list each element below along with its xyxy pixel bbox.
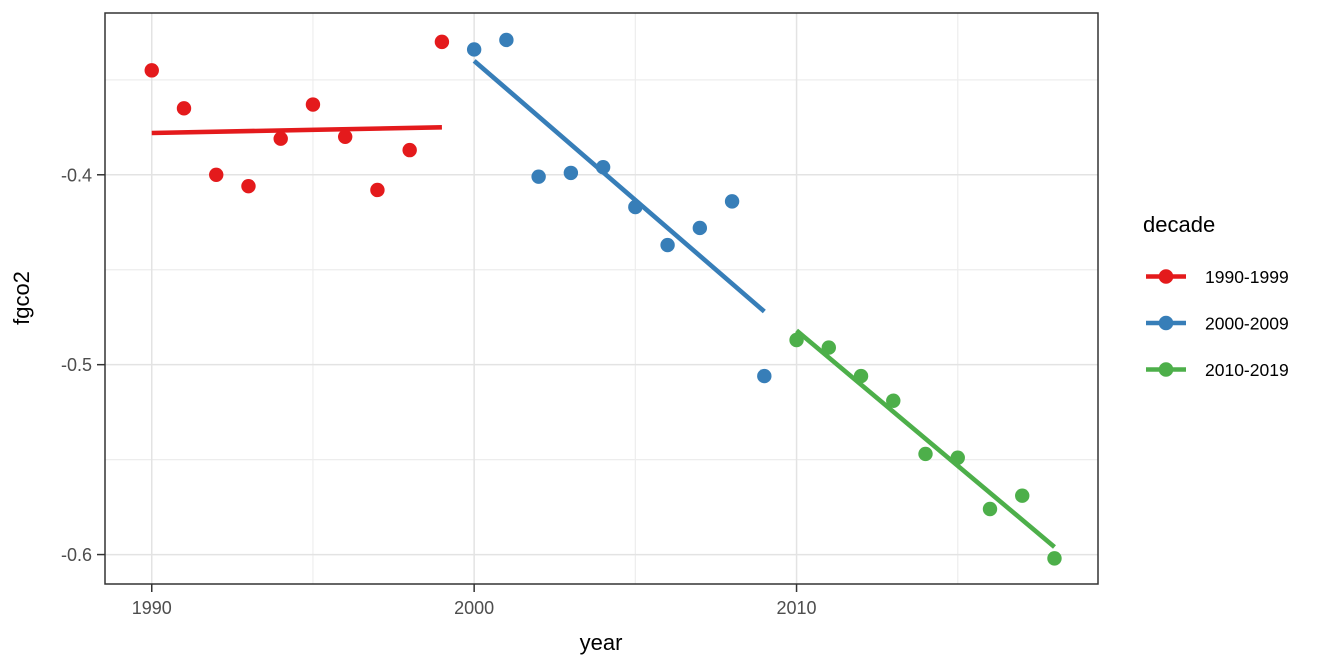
data-point	[789, 332, 804, 348]
data-point	[595, 159, 611, 175]
y-tick-label: -0.6	[61, 545, 92, 565]
y-tick-label: -0.5	[61, 355, 92, 375]
data-point	[370, 182, 385, 198]
data-point	[886, 393, 901, 408]
legend-item-label: 2010-2019	[1205, 360, 1289, 380]
legend-item: 2010-2019	[1146, 360, 1289, 380]
data-point	[853, 368, 869, 384]
legend-title: decade	[1143, 212, 1215, 237]
data-point	[434, 34, 450, 50]
data-point	[499, 32, 514, 48]
data-point	[241, 178, 256, 194]
panel-border	[104, 12, 1099, 585]
data-point	[402, 142, 417, 158]
legend-key-dot	[1158, 315, 1174, 331]
data-point	[209, 167, 224, 182]
x-axis-title: year	[580, 630, 623, 655]
y-axis-title: fgco2	[9, 271, 34, 325]
legend-item-label: 1990-1999	[1205, 267, 1289, 287]
x-tick-label: 2010	[777, 598, 817, 618]
legend: 1990-1999 2000-2009 2010-2019	[1146, 267, 1289, 380]
trend-line	[472, 59, 766, 314]
y-tick-label: -0.4	[61, 165, 92, 185]
trend-line	[795, 328, 1056, 549]
legend-item: 1990-1999	[1146, 267, 1289, 287]
data-point	[692, 220, 708, 236]
data-point	[1015, 488, 1030, 503]
trend-line	[151, 125, 442, 136]
data-point	[918, 446, 933, 462]
data-point	[305, 97, 321, 112]
data-point	[337, 129, 353, 145]
data-point	[724, 194, 740, 209]
x-tick-label: 1990	[132, 598, 172, 618]
plot-panel	[105, 13, 1098, 584]
data-point	[176, 101, 192, 116]
data-point	[821, 340, 836, 355]
data-point	[1047, 551, 1062, 566]
legend-item-label: 2000-2009	[1205, 314, 1289, 334]
data-point	[757, 368, 772, 384]
data-point	[466, 42, 482, 57]
data-point	[531, 169, 546, 184]
data-point	[982, 501, 998, 517]
data-point	[660, 237, 675, 253]
legend-key-dot	[1158, 269, 1174, 284]
legend-item: 2000-2009	[1146, 314, 1289, 334]
legend-key-dot	[1158, 362, 1174, 377]
data-point	[563, 165, 579, 181]
x-tick-label: 2000	[454, 598, 494, 618]
data-point	[273, 131, 288, 146]
data-point	[950, 450, 965, 465]
data-point	[144, 63, 159, 78]
data-point	[628, 199, 643, 215]
